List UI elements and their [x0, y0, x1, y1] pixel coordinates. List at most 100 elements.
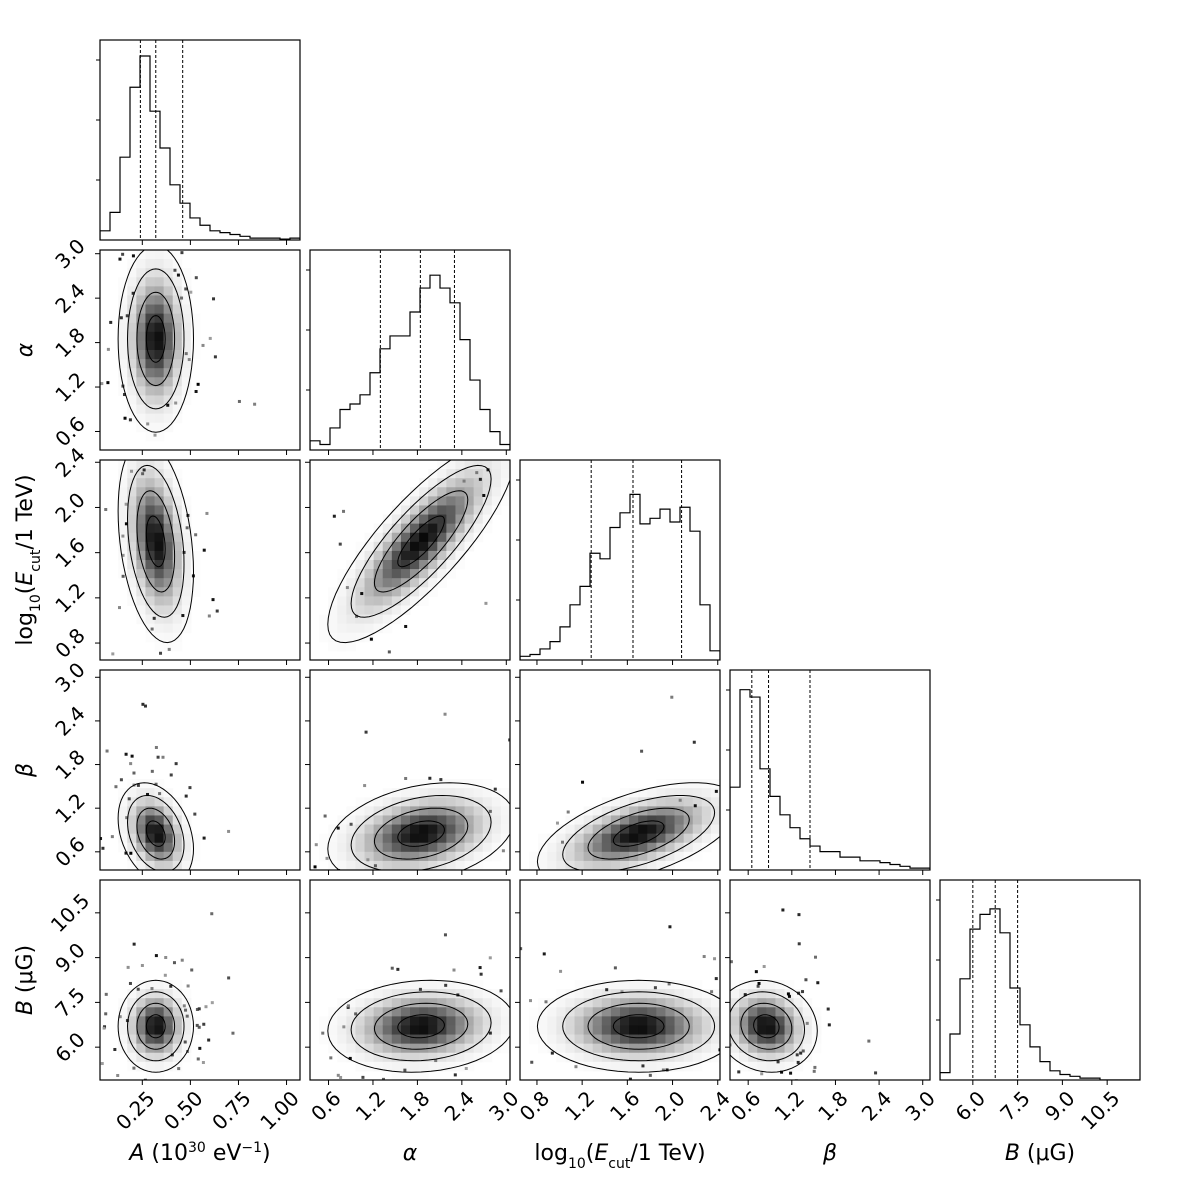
density-cell — [583, 1034, 594, 1045]
density-cell — [419, 587, 429, 597]
density-cell — [145, 532, 156, 543]
density-cell — [136, 860, 146, 870]
density-cell — [382, 998, 393, 1008]
density-cell — [172, 980, 183, 990]
scatter-point — [443, 712, 447, 716]
density-cell — [172, 587, 183, 597]
density-cell — [127, 779, 137, 789]
svg-text:B (μG): B (μG) — [13, 945, 38, 1015]
scatter-point — [329, 1056, 333, 1060]
panel-frame — [729, 879, 931, 1081]
y-tick-label: 7.5 — [50, 983, 89, 1022]
density-cell — [154, 1007, 165, 1017]
density-cell — [428, 487, 438, 497]
density-cell — [400, 541, 411, 552]
scatter-point — [215, 609, 219, 613]
density-cell — [328, 1016, 338, 1026]
density-cell — [656, 806, 666, 816]
density-cell — [172, 569, 183, 579]
density-cell — [391, 860, 402, 870]
density-cell — [163, 998, 174, 1008]
scatter-point — [104, 508, 108, 512]
density-cell — [136, 1043, 146, 1054]
x-tick-label: 9.0 — [1040, 1086, 1079, 1125]
density-cell — [592, 989, 603, 999]
density-cell — [382, 569, 393, 579]
density-cell — [410, 779, 420, 789]
density-cell — [610, 980, 621, 990]
density-cell — [656, 851, 666, 862]
scatter-point — [165, 898, 168, 901]
scatter-point — [484, 601, 488, 605]
density-cell — [419, 487, 429, 497]
density-cell — [473, 815, 484, 826]
density-cell — [136, 386, 146, 396]
x-label-beta: β — [822, 1141, 837, 1166]
density-cell — [400, 514, 411, 525]
density-cell — [674, 1016, 685, 1026]
density-cell — [610, 797, 621, 807]
density-cell — [346, 587, 356, 597]
density-cell — [127, 496, 137, 506]
scatter-point — [132, 942, 136, 946]
scatter-point — [515, 1040, 518, 1043]
x-label-B: B (μG) — [1005, 1141, 1075, 1166]
density-cell — [784, 1052, 795, 1063]
density-cell — [382, 842, 393, 853]
density-cell — [428, 578, 438, 588]
scatter-point — [150, 769, 154, 773]
density-cell — [154, 304, 165, 315]
density-cell — [190, 1016, 201, 1026]
density-cell — [154, 404, 165, 415]
density-cell — [337, 605, 347, 616]
density-cell — [355, 550, 366, 561]
scatter-point — [482, 493, 486, 497]
density-cell — [127, 377, 137, 387]
density-cell — [410, 1052, 420, 1063]
density-cell — [382, 815, 393, 826]
density-cell — [455, 1025, 466, 1036]
density-cell — [437, 496, 447, 506]
scatter-point — [124, 851, 128, 855]
scatter-point — [816, 981, 820, 985]
scatter-point — [154, 954, 158, 958]
density-cell — [446, 469, 456, 479]
density-cell — [145, 487, 156, 497]
density-cell — [638, 1070, 648, 1080]
contour-2 — [350, 794, 492, 870]
scatter-point — [101, 846, 105, 850]
scatter-point — [136, 233, 139, 236]
scatter-point — [262, 1026, 265, 1029]
density-cell — [154, 395, 165, 406]
y-tick-label: 3.0 — [50, 658, 89, 697]
scatter-point — [826, 1007, 830, 1011]
contour-1 — [373, 490, 469, 593]
density-cell — [172, 505, 183, 516]
density-cell — [382, 614, 393, 625]
density-cell — [784, 1034, 795, 1045]
x-tick-label: 0.6 — [306, 1086, 345, 1125]
density-cell — [319, 1016, 329, 1026]
density-cell — [373, 1043, 384, 1054]
scatter-point — [202, 1022, 206, 1026]
density-cell — [154, 505, 165, 516]
density-cell — [154, 797, 165, 807]
density-cell — [373, 998, 384, 1008]
scatter-point — [627, 875, 630, 878]
scatter-point — [128, 418, 132, 422]
density-cell — [491, 487, 502, 497]
panel-frame — [309, 459, 511, 661]
density-cell — [473, 980, 484, 990]
scatter-point — [136, 783, 140, 787]
density-cell — [145, 851, 156, 862]
density-cell — [172, 1061, 183, 1072]
density-cell — [464, 1016, 475, 1026]
density-cell — [419, 779, 429, 789]
density-cell — [464, 523, 475, 534]
density-cell — [784, 1016, 795, 1026]
density-cell — [674, 1034, 685, 1045]
density-cell — [118, 359, 128, 369]
density-cell — [355, 1034, 366, 1045]
density-cell — [638, 1034, 648, 1045]
density-cell — [473, 505, 484, 516]
